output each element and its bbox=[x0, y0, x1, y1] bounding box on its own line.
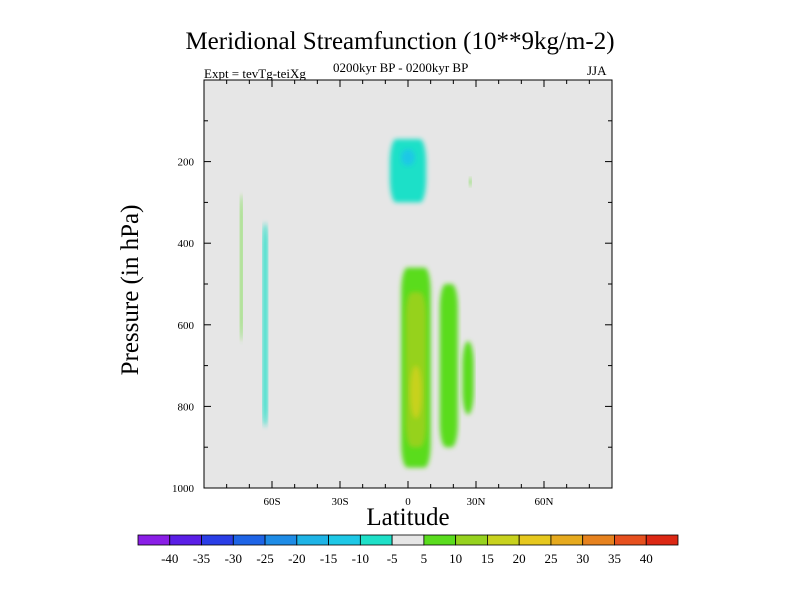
colorbar-label: -15 bbox=[320, 551, 337, 566]
region-sh-cell-core bbox=[262, 222, 268, 427]
region-lower-tropical-cell-core bbox=[410, 365, 422, 419]
colorbar-box bbox=[137, 534, 171, 546]
colorbar-box bbox=[264, 534, 298, 546]
colorbar-box bbox=[614, 534, 647, 546]
experiment-label: Expt = tevTg-teiXg bbox=[204, 66, 306, 81]
region-nh-cell-27n bbox=[462, 341, 474, 415]
colorbar-label: -25 bbox=[256, 551, 273, 566]
colorbar-label: -10 bbox=[352, 551, 369, 566]
colorbar-label: 15 bbox=[481, 551, 494, 566]
region-narrow-cell-8s bbox=[387, 365, 393, 452]
chart-title: Meridional Streamfunction (10**9kg/m-2) bbox=[185, 28, 615, 55]
colorbar-box bbox=[391, 534, 425, 546]
colorbar-box bbox=[328, 534, 361, 546]
colorbar-label: 10 bbox=[449, 551, 462, 566]
colorbar-label: 30 bbox=[576, 551, 589, 566]
axis-ticks: 60S 30S 0 30N 60N 200 400 600 800 1000 bbox=[172, 80, 613, 508]
colorbar-label: -40 bbox=[161, 551, 178, 566]
colorbar-box bbox=[169, 534, 202, 546]
colorbar-box bbox=[296, 534, 329, 546]
colorbar-box bbox=[232, 534, 266, 546]
colorbar-label: 20 bbox=[513, 551, 526, 566]
colorbar-label: 40 bbox=[640, 551, 653, 566]
region-sh-streak-73s bbox=[240, 194, 243, 342]
x-tick-label: 0 bbox=[405, 496, 411, 508]
y-tick-label: 800 bbox=[178, 401, 195, 413]
region-upper-tropical-cell-core bbox=[401, 149, 415, 166]
season-label: JJA bbox=[587, 63, 607, 78]
colorbar-box bbox=[487, 534, 520, 546]
colorbar-box bbox=[201, 534, 234, 546]
colorbar-box bbox=[550, 534, 584, 546]
time-range-label: 0200kyr BP - 0200kyr BP bbox=[333, 60, 469, 75]
colorbar-box bbox=[423, 534, 457, 546]
colorbar-box bbox=[455, 534, 488, 546]
x-tick-label: 30N bbox=[467, 496, 486, 508]
colorbar-box bbox=[518, 534, 552, 546]
y-tick-label: 600 bbox=[178, 320, 195, 332]
x-tick-label: 60N bbox=[535, 496, 554, 508]
y-tick-label: 1000 bbox=[172, 483, 195, 495]
colorbar-label: -35 bbox=[193, 551, 210, 566]
colorbar-label: 25 bbox=[544, 551, 557, 566]
x-tick-label: 30S bbox=[331, 496, 348, 508]
region-isolated-cell-20s bbox=[353, 155, 365, 211]
colorbar-label: 35 bbox=[608, 551, 621, 566]
colorbar-label: -30 bbox=[225, 551, 242, 566]
colorbar-label: -5 bbox=[387, 551, 398, 566]
y-tick-label: 400 bbox=[178, 238, 195, 250]
contour-regions bbox=[240, 80, 474, 468]
x-axis-label: Latitude bbox=[366, 504, 450, 531]
region-nh-streak-28n bbox=[469, 177, 472, 187]
x-tick-label: 60S bbox=[263, 496, 280, 508]
colorbar-box bbox=[645, 534, 679, 546]
colorbar-box bbox=[359, 534, 393, 546]
colorbar-label: 5 bbox=[421, 551, 428, 566]
colorbar-box bbox=[582, 534, 615, 546]
colorbar-label: -20 bbox=[288, 551, 305, 566]
y-tick-label: 200 bbox=[178, 157, 195, 169]
colorbar: -40 -35 -30 -25 -20 -15 -10 -5 5 10 15 20 25 30 35 40 bbox=[137, 534, 679, 566]
region-upper-tropical-cell-middle bbox=[389, 139, 427, 203]
region-nh-cell-18n bbox=[439, 284, 458, 448]
